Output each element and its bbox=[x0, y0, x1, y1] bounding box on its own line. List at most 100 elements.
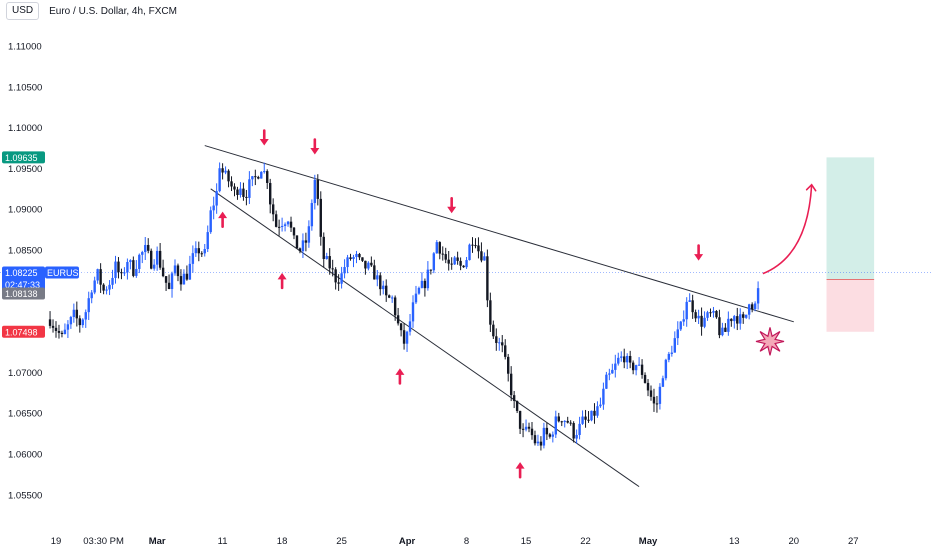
candle-body bbox=[114, 261, 117, 278]
time-tick-label: Apr bbox=[399, 536, 416, 547]
candle-body bbox=[498, 342, 501, 344]
down-arrow-icon bbox=[310, 138, 320, 155]
candle-body bbox=[304, 240, 308, 243]
candle-body bbox=[655, 403, 659, 405]
candle-body bbox=[640, 364, 644, 375]
candle-body bbox=[623, 356, 626, 363]
time-axis[interactable]: 19 03:30 PM Mar 11 18 25 Apr 8 15 22 May 13 20 27 bbox=[51, 536, 859, 547]
candle-body bbox=[507, 356, 510, 374]
candle-body bbox=[742, 314, 745, 318]
candle-body bbox=[155, 250, 159, 265]
current-price-label: 1.08225 bbox=[5, 268, 38, 278]
candle-body bbox=[560, 421, 563, 423]
time-tick-label: 19 bbox=[51, 536, 62, 547]
time-tick-label: 15 bbox=[521, 536, 532, 547]
candle-body bbox=[405, 331, 409, 344]
arrow-head bbox=[395, 368, 405, 375]
candle-body bbox=[456, 257, 459, 261]
candle-body bbox=[477, 245, 480, 252]
candle-body bbox=[736, 316, 739, 324]
candle-body bbox=[593, 410, 596, 416]
candle-body bbox=[93, 280, 96, 293]
candle-body bbox=[102, 284, 105, 291]
candle-body bbox=[158, 250, 162, 268]
candle-body bbox=[480, 251, 483, 261]
candle-body bbox=[188, 263, 192, 280]
candle-body bbox=[301, 240, 305, 252]
candle-body bbox=[105, 289, 108, 291]
candle-body bbox=[447, 259, 450, 264]
candle-body bbox=[426, 269, 430, 289]
position-zones bbox=[0, 157, 932, 332]
candle-body bbox=[670, 352, 674, 354]
candle-body bbox=[471, 244, 474, 246]
stop-price-label: 1.07498 bbox=[5, 327, 38, 337]
candle-body bbox=[492, 324, 495, 337]
candle-body bbox=[649, 390, 653, 397]
candle-body bbox=[260, 171, 263, 179]
price-tick-label: 1.07000 bbox=[8, 368, 42, 379]
candle-body bbox=[170, 273, 174, 290]
candle-body bbox=[712, 310, 715, 313]
projection-curve bbox=[762, 184, 813, 275]
current-price-badge bbox=[2, 266, 45, 292]
candle-body bbox=[533, 435, 537, 444]
candle-body bbox=[756, 288, 760, 304]
time-tick-label: Mar bbox=[149, 536, 166, 547]
symbol-label: EURUSD bbox=[47, 268, 86, 278]
candle-body bbox=[161, 267, 165, 277]
candle-body bbox=[209, 210, 212, 233]
candle-body bbox=[254, 176, 257, 178]
candle-body bbox=[631, 362, 635, 371]
candle-body bbox=[697, 315, 700, 319]
candle-body bbox=[548, 434, 552, 437]
candle-body bbox=[200, 253, 203, 255]
candle-body bbox=[108, 284, 111, 290]
down-arrow-icon bbox=[447, 196, 457, 214]
candle-body bbox=[385, 285, 388, 296]
price-tick-label: 1.06500 bbox=[8, 409, 42, 420]
candle-body bbox=[349, 257, 352, 260]
time-tick-label: 25 bbox=[336, 536, 347, 547]
candle-body bbox=[554, 416, 557, 435]
candle-body bbox=[221, 168, 224, 173]
price-tick-label: 1.10000 bbox=[8, 123, 42, 134]
candle-body bbox=[521, 428, 525, 430]
candle-body bbox=[274, 214, 278, 227]
candle-body bbox=[703, 317, 706, 327]
time-tick-label: 22 bbox=[580, 536, 591, 547]
candle-body bbox=[245, 196, 248, 198]
candle-body bbox=[396, 315, 400, 324]
currency-button[interactable]: USD bbox=[6, 2, 40, 20]
candle-body bbox=[551, 434, 555, 437]
candle-body bbox=[239, 188, 242, 195]
candle-body bbox=[340, 273, 343, 284]
candle-body bbox=[453, 257, 456, 265]
candle-body bbox=[753, 303, 757, 310]
candle-body bbox=[682, 319, 685, 322]
candle-body bbox=[652, 396, 656, 404]
price-tick-label: 1.05500 bbox=[8, 490, 42, 501]
candle-body bbox=[150, 250, 153, 269]
candle-body bbox=[263, 171, 266, 173]
candle-body bbox=[277, 226, 281, 228]
candle-body bbox=[417, 287, 421, 294]
arrow-head bbox=[694, 254, 704, 261]
candle-body bbox=[747, 304, 751, 315]
candle-body bbox=[688, 300, 691, 302]
candle-body bbox=[402, 330, 406, 344]
candle-body bbox=[325, 256, 328, 259]
up-arrow-icon bbox=[395, 368, 405, 385]
candle-body bbox=[587, 419, 590, 421]
price-tick-label: 1.09500 bbox=[8, 164, 42, 175]
time-tick-label: 20 bbox=[789, 536, 800, 547]
time-tick-label: 18 bbox=[277, 536, 288, 547]
symbol-badge bbox=[45, 266, 79, 279]
price-tick-label: 1.08500 bbox=[8, 246, 42, 257]
candle-body bbox=[646, 382, 650, 391]
candle-body bbox=[343, 267, 346, 274]
candle-body bbox=[536, 441, 540, 444]
candle-body bbox=[292, 227, 296, 236]
candle-body bbox=[462, 265, 465, 268]
